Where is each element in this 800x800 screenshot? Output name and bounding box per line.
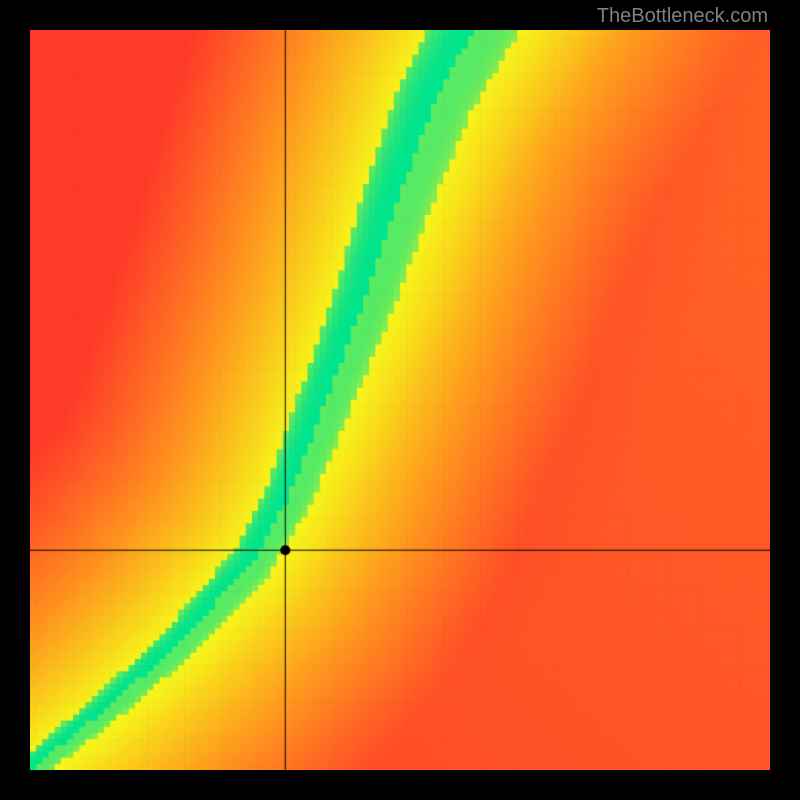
watermark-text: TheBottleneck.com — [597, 5, 768, 28]
heatmap-canvas — [30, 30, 770, 770]
heatmap-plot — [30, 30, 770, 770]
